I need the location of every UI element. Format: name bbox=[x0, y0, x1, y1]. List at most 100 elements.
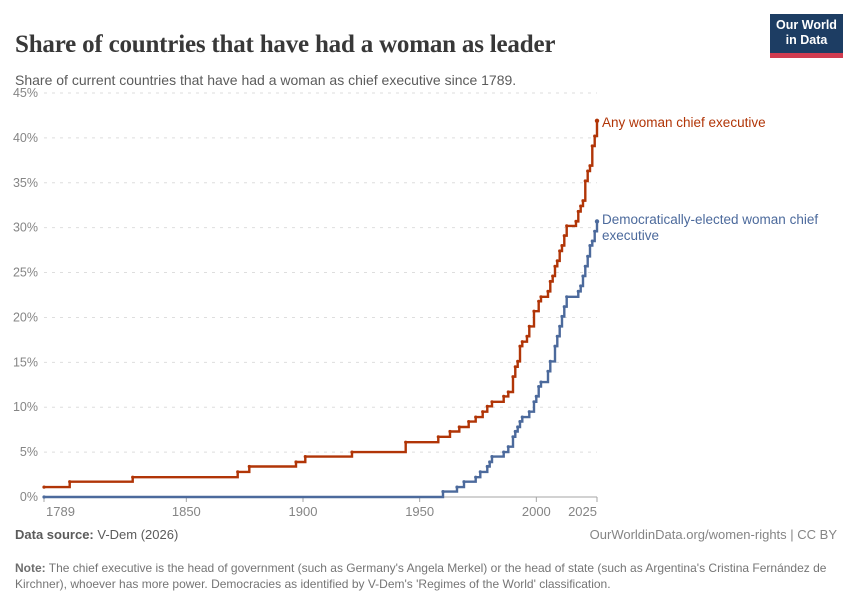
series-line-any-woman-point bbox=[436, 435, 440, 439]
series-line-any-woman-point bbox=[546, 289, 550, 293]
series-line-democratically-elected-point bbox=[455, 485, 459, 489]
series-line-any-woman-point bbox=[513, 365, 517, 369]
series-line-democratically-elected-point bbox=[490, 455, 494, 459]
series-label-any-woman: Any woman chief executive bbox=[602, 115, 766, 130]
y-axis-label-25: 25% bbox=[13, 266, 38, 280]
series-line-democratically-elected-point bbox=[502, 450, 506, 454]
series-line-democratically-elected-point bbox=[532, 400, 536, 404]
series-line-democratically-elected-point bbox=[527, 410, 531, 414]
series-line-any-woman-point bbox=[490, 400, 494, 404]
series-label-democratically-elected: Democratically-elected woman chief execu… bbox=[602, 212, 819, 243]
series-line-any-woman-point bbox=[590, 144, 594, 148]
series-line-democratically-elected-point bbox=[513, 429, 517, 434]
series-line-democratically-elected-point bbox=[506, 445, 510, 449]
note-text: The chief executive is the head of gover… bbox=[15, 561, 827, 591]
chart-footer: Data source: V-Dem (2026) OurWorldinData… bbox=[15, 527, 837, 542]
owid-logo-line2: in Data bbox=[785, 32, 828, 47]
series-line-democratically-elected-point bbox=[553, 344, 557, 348]
series-line-any-woman-point bbox=[553, 264, 557, 268]
series-line-any-woman-point bbox=[481, 410, 485, 414]
series-line-any-woman-point bbox=[467, 420, 471, 424]
series-line-democratically-elected-point bbox=[441, 490, 445, 494]
series-line-any-woman-point bbox=[506, 390, 510, 394]
series-line-any-woman-point bbox=[516, 359, 520, 363]
page-title: Share of countries that have had a woman… bbox=[15, 30, 556, 58]
data-source-value: V-Dem (2026) bbox=[97, 527, 179, 542]
y-axis-label-40: 40% bbox=[13, 131, 38, 145]
series-line-democratically-elected-point bbox=[474, 475, 478, 479]
series-line-any-woman-point bbox=[511, 375, 515, 379]
note-label: Note: bbox=[15, 561, 46, 575]
series-line-democratically-elected-point bbox=[537, 385, 541, 389]
series-line-democratically-elected-point bbox=[588, 244, 592, 248]
series-line-any-woman-point bbox=[560, 244, 564, 248]
series-line-any-woman-point bbox=[303, 455, 307, 459]
series-line-democratically-elected-point bbox=[558, 324, 562, 328]
x-axis-label-1950: 1950 bbox=[405, 504, 434, 519]
series-line-democratically-elected-point bbox=[579, 284, 583, 288]
series-line-any-woman-point bbox=[579, 204, 583, 208]
series-line-democratically-elected-point bbox=[586, 254, 590, 258]
series-line-democratically-elected-point bbox=[555, 334, 559, 338]
series-line-any-woman-point bbox=[474, 415, 478, 419]
series-line-any-woman-point bbox=[404, 440, 408, 444]
series-line-any-woman-point bbox=[551, 274, 555, 278]
x-axis-label-2025: 2025 bbox=[568, 504, 597, 519]
series-line-democratically-elected-point bbox=[518, 420, 522, 424]
series-line-any-woman-point bbox=[131, 475, 135, 479]
y-axis-label-10: 10% bbox=[13, 400, 38, 414]
series-line-any-woman-point bbox=[548, 279, 552, 284]
data-source-label: Data source: bbox=[15, 527, 94, 542]
y-axis-label-0: 0% bbox=[20, 490, 38, 504]
series-line-any-woman-point bbox=[539, 295, 543, 299]
owid-logo-accent-bar bbox=[770, 52, 843, 58]
series-line-any-woman-point bbox=[485, 404, 489, 408]
series-line-democratically-elected-point bbox=[576, 289, 580, 293]
series-line-any-woman-point bbox=[527, 324, 531, 328]
attribution-link[interactable]: OurWorldinData.org/women-rights | CC BY bbox=[589, 527, 837, 542]
series-line-democratically-elected-point bbox=[539, 380, 543, 384]
owid-logo-line1: Our World bbox=[776, 18, 837, 32]
chart-canvas: 0% 5% 10% 15% 20% 25% 30% 35% 40% 45% 1789 1850 1900… bbox=[13, 86, 600, 519]
series-line-any-woman-point bbox=[558, 249, 562, 253]
series-line-any-woman-point bbox=[525, 334, 529, 338]
series-line-any-woman-point bbox=[520, 340, 524, 344]
owid-logo: Our World in Data bbox=[770, 14, 843, 58]
series-line-any-woman-point bbox=[457, 425, 461, 429]
series-line-any-woman-point bbox=[532, 309, 536, 313]
y-axis-label-35: 35% bbox=[13, 176, 38, 190]
y-axis-label-45: 45% bbox=[13, 86, 38, 100]
series-line-democratically-elected-point bbox=[485, 464, 489, 469]
series-line-democratically-elected-point bbox=[593, 229, 597, 233]
series-line-democratically-elected-point bbox=[546, 369, 550, 373]
series-line-democratically-elected-point bbox=[581, 274, 585, 278]
data-source: Data source: V-Dem (2026) bbox=[15, 527, 178, 542]
x-axis-label-1900: 1900 bbox=[289, 504, 318, 519]
series-line-any-woman-point bbox=[593, 134, 597, 138]
series-line-any-woman-point bbox=[448, 429, 452, 434]
series-line-any-woman-point bbox=[518, 344, 522, 348]
x-axis-label-2000: 2000 bbox=[522, 504, 551, 519]
series-line-any-woman-point bbox=[576, 209, 580, 214]
series-line-democratically-elected-point bbox=[516, 425, 520, 429]
series-line-democratically-elected-point bbox=[562, 305, 566, 309]
series-line-any-woman-point bbox=[502, 394, 506, 398]
series-line-any-woman-point bbox=[565, 224, 569, 228]
series-line-democratically-elected-point bbox=[534, 394, 538, 398]
series-line-any-woman-point bbox=[42, 485, 46, 489]
y-axis-label-5: 5% bbox=[20, 445, 38, 459]
series-line-any-woman-point bbox=[555, 259, 559, 263]
series-line-any-woman-point bbox=[581, 199, 585, 203]
series-line-any-woman-point bbox=[583, 179, 587, 183]
series-line-any-woman-point bbox=[594, 118, 600, 124]
series-line-any-woman-point bbox=[236, 470, 240, 474]
series-line-democratically-elected-point bbox=[560, 314, 564, 319]
series-line-democratically-elected-point bbox=[478, 470, 482, 474]
series-line-democratically-elected-point bbox=[488, 460, 492, 464]
series-line-democratically-elected-point bbox=[594, 219, 600, 224]
series-line-democratically-elected-point bbox=[42, 495, 46, 499]
owid-logo-text: Our World in Data bbox=[770, 14, 843, 53]
chart-subtitle: Share of current countries that have had… bbox=[15, 72, 517, 88]
series-line-any-woman-point bbox=[294, 460, 298, 464]
y-axis-label-30: 30% bbox=[13, 221, 38, 235]
